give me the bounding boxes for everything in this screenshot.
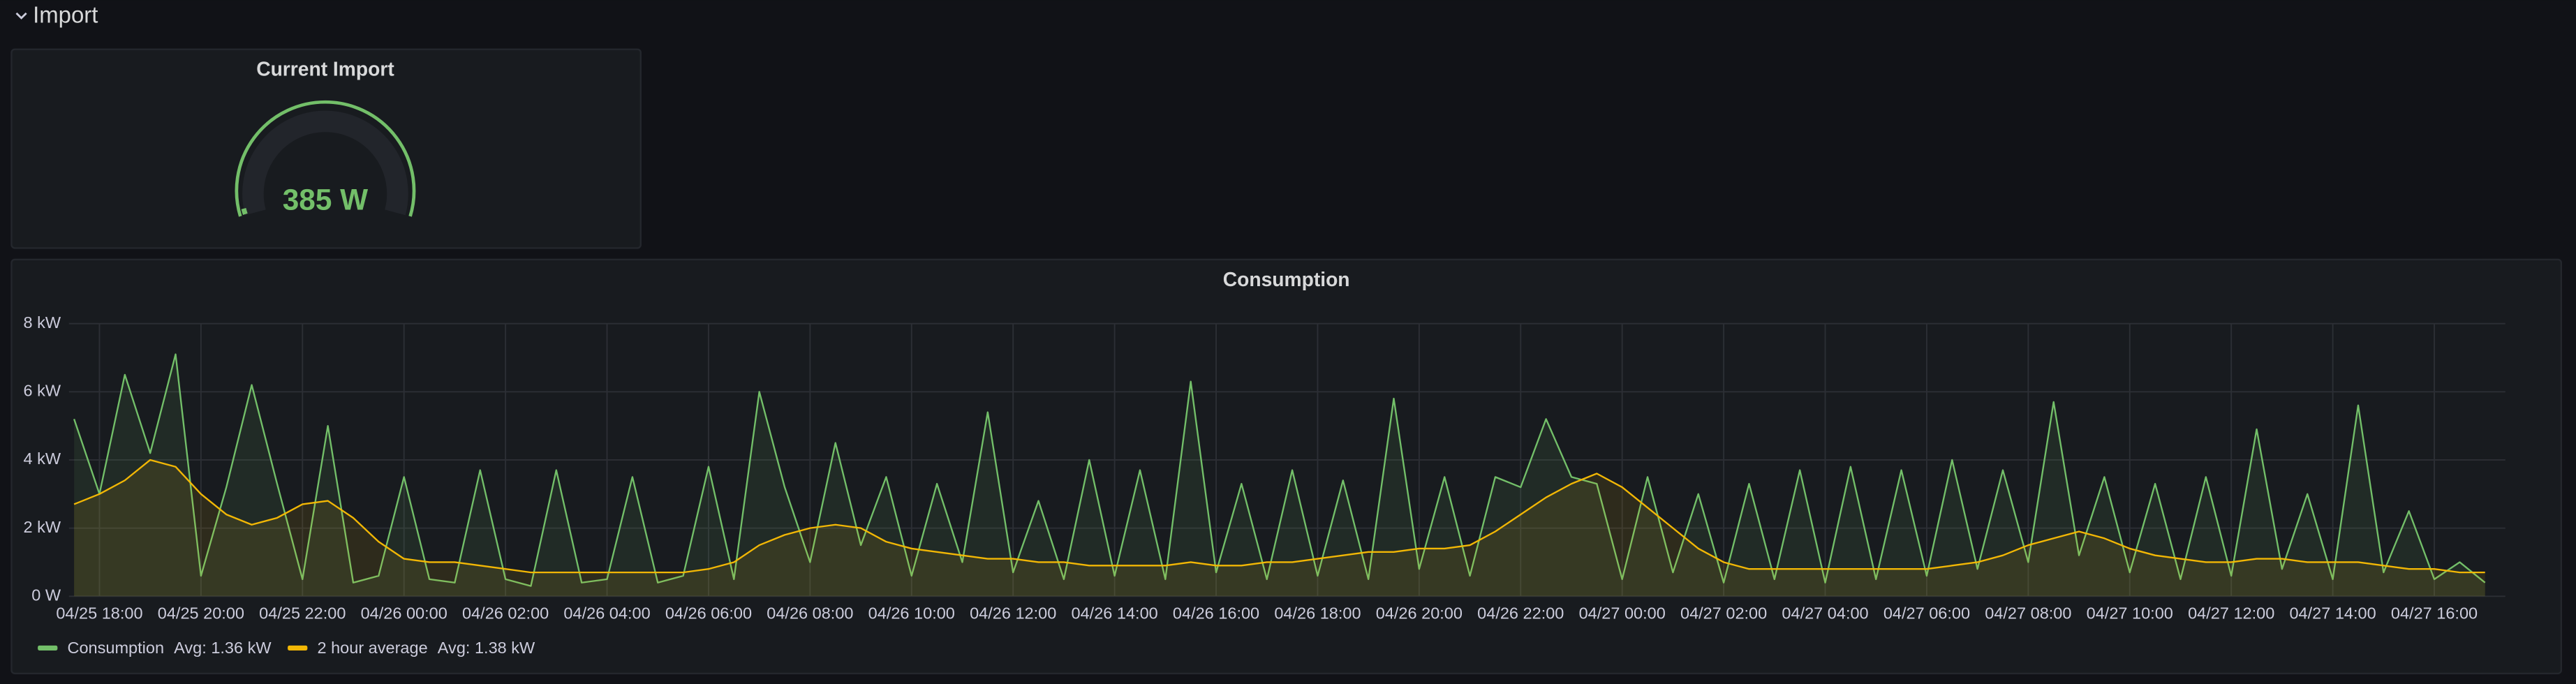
x-tick-label: 04/26 18:00: [1274, 604, 1361, 622]
plot: 0 W 2 kW 4 kW 6 kW 8 kW 04/25 18:00 04/25 20:0…: [23, 313, 2505, 657]
x-tick-label: 04/26 16:00: [1173, 604, 1259, 622]
y-tick-label: 6 kW: [23, 382, 61, 400]
y-tick-label: 4 kW: [23, 449, 61, 468]
x-tick-label: 04/26 14:00: [1072, 604, 1158, 622]
legend-swatch: [288, 645, 308, 650]
x-tick-label: 04/27 16:00: [2391, 604, 2478, 622]
legend-label[interactable]: Consumption: [67, 639, 164, 657]
y-tick-label: 8 kW: [23, 313, 61, 332]
series-line: [73, 353, 2486, 587]
x-tick-label: 04/27 02:00: [1680, 604, 1767, 622]
x-tick-label: 04/26 12:00: [970, 604, 1056, 622]
x-tick-label: 04/27 04:00: [1782, 604, 1868, 622]
x-tick-label: 04/25 20:00: [158, 604, 244, 622]
x-tick-label: 04/27 14:00: [2289, 604, 2376, 622]
x-tick-label: 04/27 12:00: [2188, 604, 2274, 622]
x-tick-label: 04/25 18:00: [56, 604, 142, 622]
series-area: [74, 354, 2485, 597]
series-area: [74, 459, 2485, 597]
x-tick-label: 04/27 00:00: [1579, 604, 1666, 622]
x-tick-label: 04/26 00:00: [361, 604, 447, 622]
x-tick-label: 04/26 08:00: [767, 604, 853, 622]
legend-stat: Avg: 1.36 kW: [174, 639, 272, 657]
gauge-threshold-arc: [235, 100, 416, 217]
gauge-title: Current Import: [256, 58, 394, 80]
x-tick-label: 04/27 08:00: [1985, 604, 2071, 622]
x-tick-label: 04/26 10:00: [868, 604, 955, 622]
gauge-fill: [241, 208, 248, 216]
row-title[interactable]: Import: [33, 1, 98, 27]
series-line: [73, 459, 2485, 574]
x-tick-label: 04/25 22:00: [259, 604, 346, 622]
x-tick-label: 04/26 04:00: [563, 604, 650, 622]
gauge-track: [242, 110, 408, 216]
legend-label[interactable]: 2 hour average: [317, 639, 427, 657]
x-tick-label: 04/26 22:00: [1477, 604, 1564, 622]
gauge-value: 385 W: [283, 184, 368, 216]
y-tick-label: 0 W: [31, 586, 61, 604]
collapse-icon[interactable]: [15, 12, 27, 20]
legend-swatch: [38, 645, 58, 650]
x-tick-label: 04/27 10:00: [2087, 604, 2173, 622]
chart-panel: [10, 258, 2562, 675]
x-tick-label: 04/27 06:00: [1883, 604, 1970, 622]
x-tick-label: 04/26 02:00: [462, 604, 549, 622]
gauge-panel: [10, 48, 642, 249]
chart-title: Consumption: [1223, 268, 1350, 290]
x-tick-label: 04/26 06:00: [665, 604, 752, 622]
y-tick-label: 2 kW: [23, 518, 61, 536]
legend-stat: Avg: 1.38 kW: [438, 639, 535, 657]
x-tick-label: 04/26 20:00: [1376, 604, 1463, 622]
